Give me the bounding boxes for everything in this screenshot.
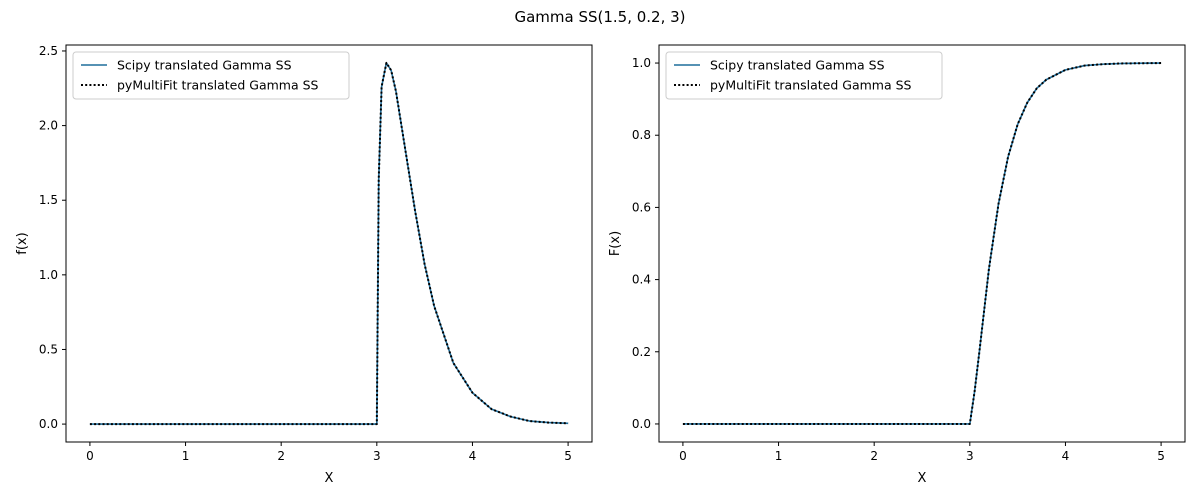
y-tick-label: 1.5 [39, 193, 58, 207]
y-tick-label: 2.0 [39, 119, 58, 133]
x-tick-label: 0 [86, 449, 94, 463]
legend-box [665, 51, 943, 100]
axes-frame [65, 44, 593, 443]
legend-entry: Scipy translated Gamma SS [117, 58, 292, 73]
y-tick-label: 0.0 [632, 417, 651, 431]
x-tick-label: 5 [564, 449, 572, 463]
series-line-pymultifit [89, 61, 569, 426]
x-tick-label: 3 [373, 449, 381, 463]
y-tick-label: 0.6 [632, 200, 651, 214]
x-tick-label: 4 [1062, 449, 1070, 463]
x-tick-label: 3 [966, 449, 974, 463]
y-tick-label: 1.0 [632, 56, 651, 70]
y-tick-label: 0.4 [632, 273, 651, 287]
y-tick-label: 0.5 [39, 342, 58, 356]
legend-box [72, 51, 350, 100]
series-line-pymultifit [682, 62, 1162, 425]
x-tick-label: 1 [182, 449, 190, 463]
x-tick-label: 4 [469, 449, 477, 463]
axes-frame [658, 44, 1186, 443]
legend-entry: pyMultiFit translated Gamma SS [117, 78, 319, 93]
legend-entry: Scipy translated Gamma SS [710, 58, 885, 73]
x-tick-label: 2 [870, 449, 878, 463]
x-axis-label: X [918, 471, 927, 486]
legend-entry: pyMultiFit translated Gamma SS [710, 78, 912, 93]
x-tick-label: 2 [277, 449, 285, 463]
series-line-scipy [682, 62, 1162, 425]
cdf-panel: 0 1 2 3 4 5 0.0 0.2 0.4 0.6 0.8 1.0 X F(x) Scipy trans… [608, 44, 1186, 486]
series-line-scipy [89, 62, 569, 425]
y-tick-label: 0.8 [632, 128, 651, 142]
y-tick-label: 2.5 [39, 44, 58, 58]
x-tick-label: 5 [1157, 449, 1165, 463]
y-axis-label: F(x) [608, 231, 623, 256]
figure-title: Gamma SS(1.5, 0.2, 3) [514, 8, 685, 26]
x-tick-label: 1 [775, 449, 783, 463]
y-tick-label: 0.0 [39, 417, 58, 431]
pdf-panel: 0 1 2 3 4 5 0.0 0.5 1.0 1.5 2.0 2.5 Xf(x) Scipy trans… [15, 44, 593, 486]
y-tick-label: 0.2 [632, 345, 651, 359]
y-tick-label: 1.0 [39, 268, 58, 282]
y-axis-label: f(x) [15, 232, 30, 254]
x-axis-label: X [325, 471, 334, 486]
x-tick-label: 0 [679, 449, 687, 463]
